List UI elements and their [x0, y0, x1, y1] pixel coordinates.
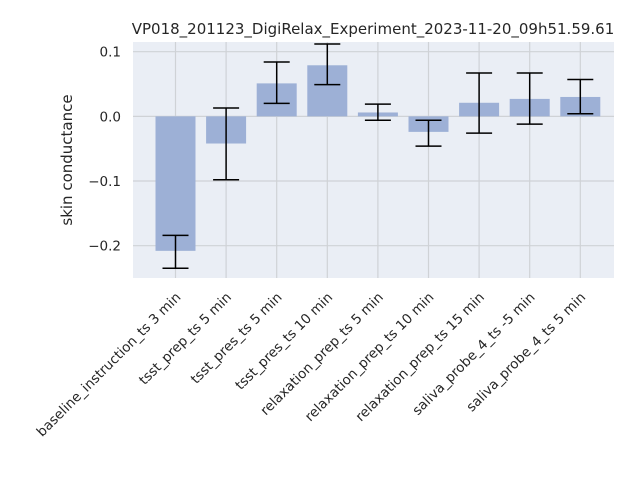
- y-tick-label: −0.2: [88, 239, 121, 255]
- chart-title: VP018_201123_DigiRelax_Experiment_2023-1…: [132, 20, 615, 39]
- y-axis-label: skin conductance: [58, 94, 76, 225]
- y-tick-label: 0.0: [100, 109, 121, 125]
- x-tick-label: tsst_pres_ts 10 min: [232, 290, 336, 394]
- y-tick-label: −0.1: [88, 174, 121, 190]
- bar-1: [155, 116, 196, 251]
- x-tick-label: tsst_prep_ts 5 min: [136, 290, 235, 389]
- y-tick-label: 0.1: [100, 45, 121, 61]
- plot-area: [133, 42, 614, 278]
- x-tick-label: tsst_pres_ts 5 min: [188, 290, 286, 388]
